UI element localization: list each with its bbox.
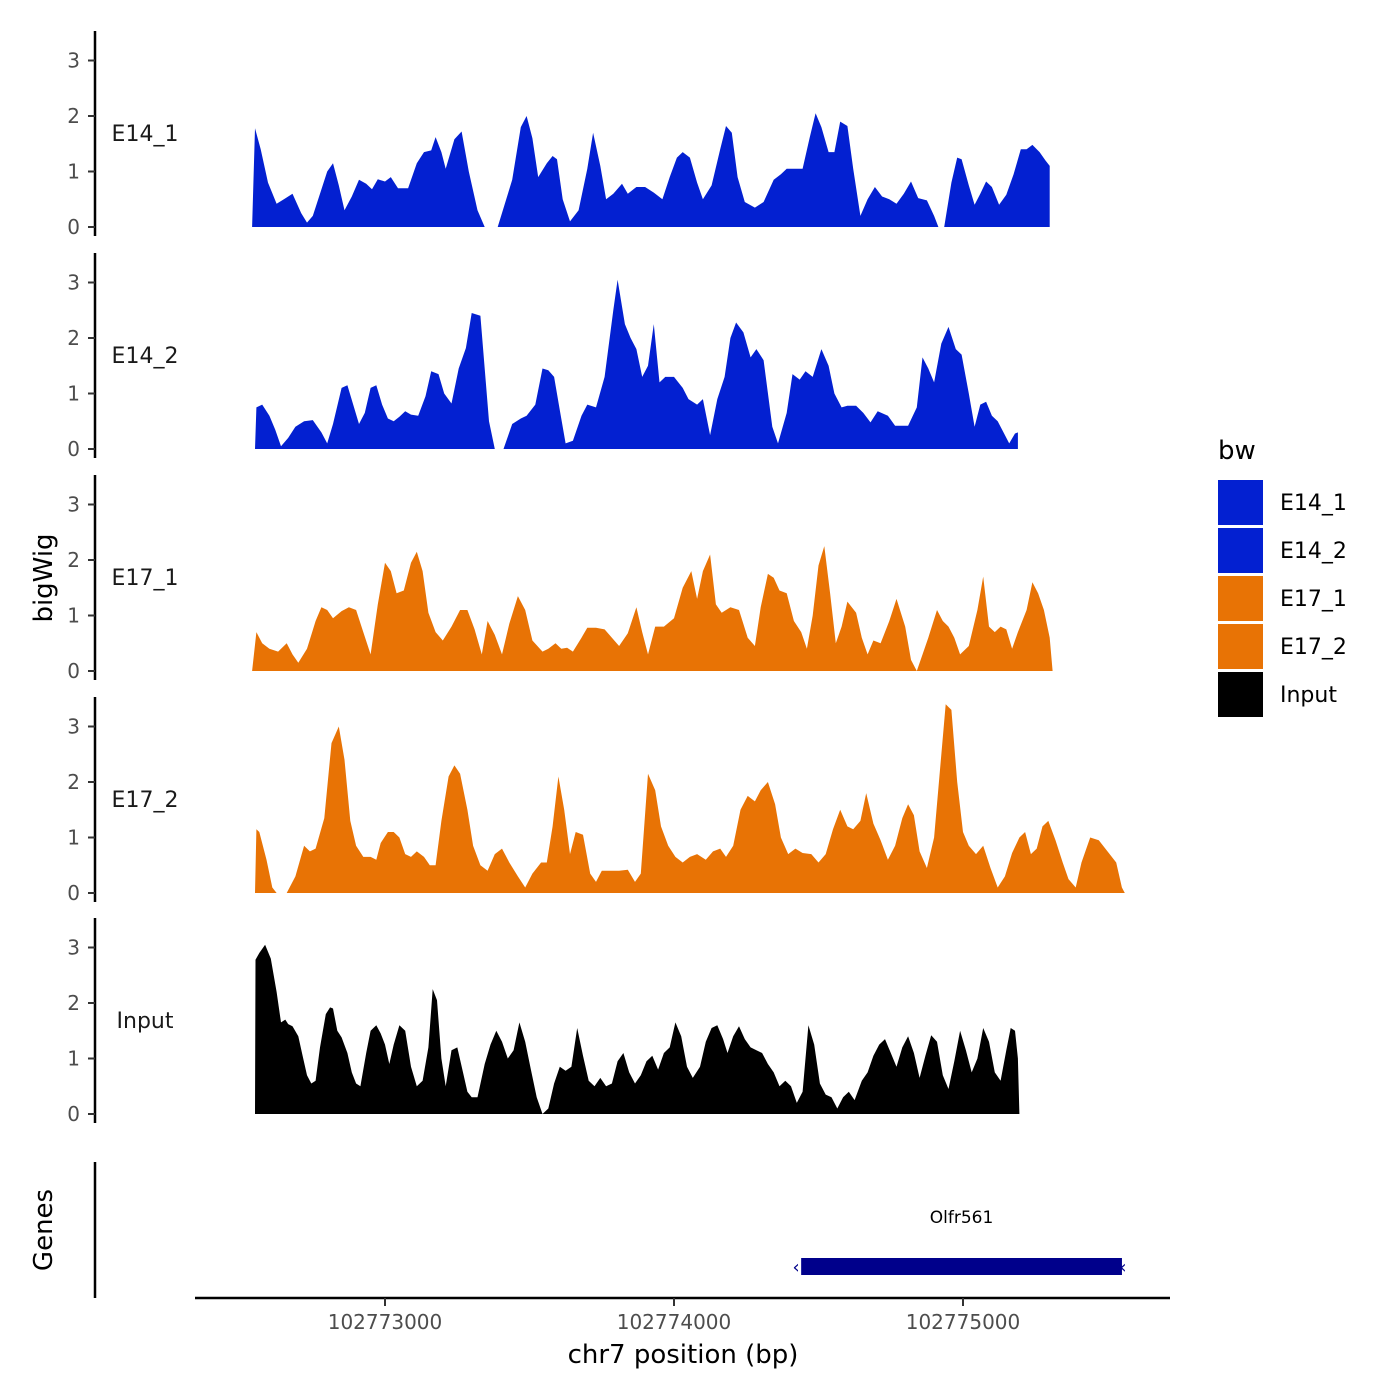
legend-title: bw bbox=[1218, 436, 1256, 466]
y-tick-label: 2 bbox=[67, 991, 80, 1015]
y-tick-label: 3 bbox=[67, 936, 80, 960]
y-tick-label: 0 bbox=[67, 881, 80, 905]
coverage-area-E14_1 bbox=[252, 113, 1050, 227]
y-tick-label: 1 bbox=[67, 382, 80, 406]
legend-items: E14_1 E14_2 E17_1 E17_2 Input bbox=[1218, 480, 1347, 717]
y-tick-label: 3 bbox=[67, 493, 80, 517]
track-label-E17_1: E17_1 bbox=[112, 566, 179, 591]
legend-swatch bbox=[1218, 480, 1263, 525]
track-panel-E17_1: 0 1 2 3 E17_1 bbox=[67, 475, 1053, 683]
gene-Olfr561: ‹ ‹ Olfr561 bbox=[793, 1208, 1127, 1278]
legend-item-E17_2: E17_2 bbox=[1218, 624, 1347, 669]
gene-body bbox=[801, 1258, 1122, 1275]
y-tick-label: 1 bbox=[67, 160, 80, 184]
legend-swatch bbox=[1218, 624, 1263, 669]
legend: bw E14_1 E14_2 E17_1 E17_2 Input bbox=[1218, 436, 1347, 717]
track-label-Input: Input bbox=[117, 1009, 174, 1034]
x-tick-label: 102774000 bbox=[617, 1310, 732, 1334]
track-label-E17_2: E17_2 bbox=[112, 788, 179, 813]
gene-label: Olfr561 bbox=[930, 1208, 994, 1228]
strand-arrow-icon: ‹ bbox=[1119, 1257, 1126, 1278]
genes-axis-title: Genes bbox=[29, 1189, 59, 1271]
x-tick-label: 102775000 bbox=[906, 1310, 1021, 1334]
y-tick-label: 0 bbox=[67, 215, 80, 239]
track-label-E14_1: E14_1 bbox=[112, 122, 179, 147]
coverage-area-Input bbox=[255, 944, 1020, 1114]
legend-item-E17_1: E17_1 bbox=[1218, 576, 1347, 621]
coverage-area-E17_2 bbox=[255, 704, 1125, 893]
legend-label: E17_2 bbox=[1280, 635, 1347, 660]
y-tick-label: 2 bbox=[67, 770, 80, 794]
y-tick-label: 2 bbox=[67, 548, 80, 572]
coverage-area-E14_2 bbox=[255, 279, 1018, 449]
legend-swatch bbox=[1218, 672, 1263, 717]
legend-swatch bbox=[1218, 576, 1263, 621]
strand-arrow-icon: ‹ bbox=[793, 1257, 800, 1278]
y-tick-label: 1 bbox=[67, 1047, 80, 1071]
y-tick-label: 0 bbox=[67, 1102, 80, 1126]
legend-swatch bbox=[1218, 528, 1263, 573]
track-panel-E14_1: 0 1 2 3 E14_1 bbox=[67, 31, 1050, 239]
x-ticks: 102773000 102774000 102775000 bbox=[328, 1298, 1021, 1334]
y-tick-label: 2 bbox=[67, 326, 80, 350]
track-label-E14_2: E14_2 bbox=[112, 344, 179, 369]
legend-item-Input: Input bbox=[1218, 672, 1337, 717]
y-tick-label: 0 bbox=[67, 437, 80, 461]
legend-item-E14_2: E14_2 bbox=[1218, 528, 1347, 573]
x-axis-title: chr7 position (bp) bbox=[568, 1340, 799, 1370]
coverage-area-E17_1 bbox=[252, 546, 1053, 671]
y-tick-label: 3 bbox=[67, 271, 80, 295]
track-panel-E14_2: 0 1 2 3 E14_2 bbox=[67, 253, 1018, 461]
legend-label: E17_1 bbox=[1280, 587, 1347, 612]
y-tick-label: 2 bbox=[67, 104, 80, 128]
y-tick-label: 1 bbox=[67, 604, 80, 628]
y-tick-label: 3 bbox=[67, 49, 80, 73]
y-tick-label: 1 bbox=[67, 826, 80, 850]
legend-label: Input bbox=[1280, 683, 1337, 708]
y-axis-title: bigWig bbox=[29, 533, 59, 622]
genes-panel: Genes ‹ ‹ Olfr561 bbox=[29, 1162, 1127, 1298]
legend-item-E14_1: E14_1 bbox=[1218, 480, 1347, 525]
legend-label: E14_1 bbox=[1280, 491, 1347, 516]
y-tick-label: 3 bbox=[67, 715, 80, 739]
legend-label: E14_2 bbox=[1280, 539, 1347, 564]
y-tick-label: 0 bbox=[67, 659, 80, 683]
track-panel-Input: 0 1 2 3 Input bbox=[67, 918, 1020, 1126]
x-axis: 102773000 102774000 102775000 chr7 positio… bbox=[195, 1296, 1170, 1370]
track-panel-E17_2: 0 1 2 3 E17_2 bbox=[67, 697, 1125, 905]
track-panels: 0 1 2 3 E14_1 0 1 2 3 E14_2 0 1 2 3 E17_1 0 1 2 3 E17_2 0 1 2 3… bbox=[67, 31, 1125, 1126]
gene-models: ‹ ‹ Olfr561 bbox=[793, 1208, 1127, 1278]
x-tick-label: 102773000 bbox=[328, 1310, 443, 1334]
